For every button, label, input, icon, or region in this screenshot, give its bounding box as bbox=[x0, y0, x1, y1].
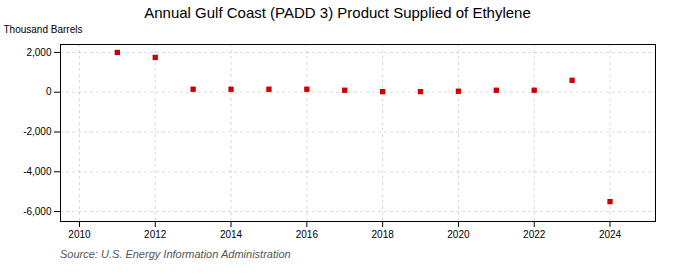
svg-text:2018: 2018 bbox=[372, 229, 395, 240]
html-text:Source: U.S. Energy Informatio: Source: U.S. Energy Information Administ… bbox=[60, 248, 291, 260]
svg-text:2020: 2020 bbox=[447, 229, 470, 240]
svg-text:2014: 2014 bbox=[220, 229, 243, 240]
svg-text:2012: 2012 bbox=[144, 229, 167, 240]
svg-text:2,000: 2,000 bbox=[26, 47, 51, 58]
svg-text:-6,000: -6,000 bbox=[23, 206, 52, 217]
svg-text:2024: 2024 bbox=[599, 229, 622, 240]
svg-text:-2,000: -2,000 bbox=[23, 126, 52, 137]
svg-text:2016: 2016 bbox=[296, 229, 319, 240]
svg-text:-4,000: -4,000 bbox=[23, 166, 52, 177]
svg-text:Thousand Barrels: Thousand Barrels bbox=[4, 24, 83, 35]
html-text:Annual Gulf Coast (PADD 3) Pro: Annual Gulf Coast (PADD 3) Product Suppl… bbox=[144, 4, 531, 21]
svg-text:2010: 2010 bbox=[68, 229, 91, 240]
svg-text:2022: 2022 bbox=[523, 229, 546, 240]
svg-text:0: 0 bbox=[46, 86, 52, 97]
